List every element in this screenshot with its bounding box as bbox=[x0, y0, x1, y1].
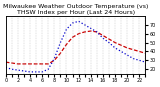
Title: Milwaukee Weather Outdoor Temperature (vs) THSW Index per Hour (Last 24 Hours): Milwaukee Weather Outdoor Temperature (v… bbox=[3, 4, 148, 15]
